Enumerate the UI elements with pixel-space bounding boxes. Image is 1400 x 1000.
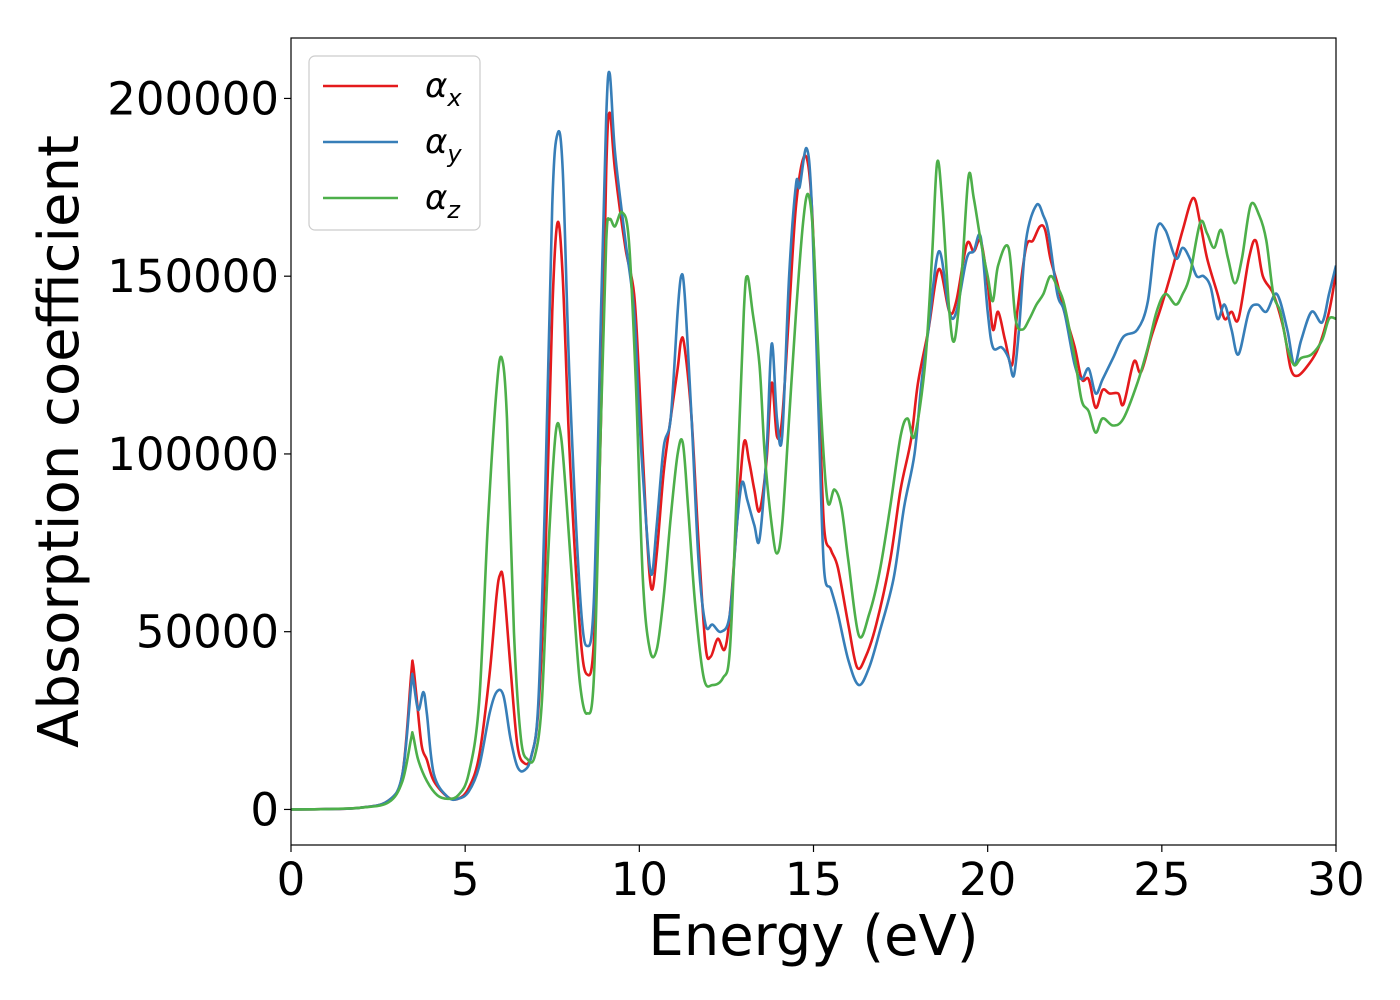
legend-symbol: α [425, 178, 447, 218]
legend-subscript: z [446, 196, 461, 224]
legend-symbol: α [425, 122, 447, 162]
x-tick-label: 30 [1307, 853, 1364, 906]
legend-subscript: y [446, 140, 462, 168]
legend-subscript: x [446, 84, 462, 112]
x-tick-label: 25 [1133, 853, 1190, 906]
legend-symbol: α [425, 66, 447, 106]
y-axis-label: Absorption coefficient [27, 135, 92, 748]
legend-label-y: αy [425, 122, 462, 168]
y-tick-label: 200000 [107, 72, 279, 125]
series-line-y [291, 70, 1336, 811]
x-tick-label: 0 [277, 853, 306, 906]
x-tick-label: 15 [785, 853, 842, 906]
x-tick-label: 20 [959, 853, 1016, 906]
legend-label-z: αz [425, 178, 461, 224]
y-tick-label: 50000 [136, 606, 279, 659]
x-axis-label: Energy (eV) [648, 904, 978, 969]
y-tick-label: 100000 [107, 428, 279, 481]
x-tick-label: 10 [611, 853, 668, 906]
y-tick-label: 150000 [107, 250, 279, 303]
y-tick-label: 0 [250, 783, 279, 836]
legend-label-x: αx [425, 66, 462, 112]
ticks-layer: 0 5 10 15 20 25 30 0 50000 100000 150000 200000 [107, 72, 1364, 906]
series-line-z [291, 159, 1336, 811]
series-layer [291, 70, 1336, 811]
x-tick-label: 5 [451, 853, 480, 906]
